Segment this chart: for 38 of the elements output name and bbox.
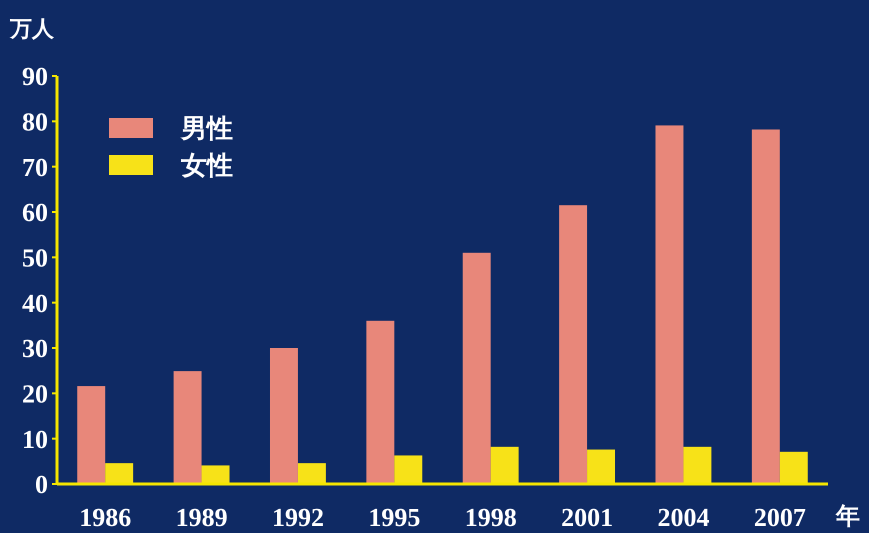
- x-axis-title: 年: [835, 502, 860, 530]
- legend-label: 女性: [180, 151, 233, 182]
- bar: [780, 452, 808, 484]
- bar: [77, 386, 106, 484]
- bar: [105, 463, 134, 484]
- bar: [366, 320, 394, 484]
- bar: [559, 205, 588, 484]
- y-tick-label: 50: [22, 243, 48, 272]
- y-tick-label: 90: [22, 62, 48, 92]
- bar: [394, 455, 422, 484]
- bar: [752, 129, 780, 484]
- bar: [298, 463, 326, 484]
- x-tick-label: 1992: [272, 503, 324, 532]
- y-tick-label: 40: [22, 288, 48, 318]
- bar: [655, 125, 684, 484]
- y-axis-title: 万人: [9, 17, 55, 42]
- legend-label: 男性: [180, 114, 233, 144]
- y-tick-label: 20: [22, 379, 48, 408]
- bar: [174, 371, 202, 484]
- x-tick-label: 1995: [368, 503, 420, 532]
- y-tick-label: 10: [22, 424, 48, 454]
- y-tick-label: 80: [22, 107, 48, 136]
- x-tick-label: 1986: [79, 503, 132, 532]
- x-tick-label: 1998: [464, 503, 517, 532]
- x-tick-label: 2004: [657, 503, 710, 532]
- bar: [683, 446, 712, 484]
- x-tick-label: 1989: [176, 503, 228, 532]
- y-tick-label: 70: [22, 152, 48, 182]
- y-tick-label: 30: [22, 334, 48, 364]
- x-tick-label: 2001: [561, 503, 614, 532]
- bar: [490, 446, 519, 484]
- bar: [270, 348, 298, 484]
- bar: [587, 450, 616, 484]
- bar: [462, 252, 491, 484]
- y-tick-label: 0: [35, 470, 48, 500]
- x-tick-label: 2007: [754, 503, 806, 532]
- y-tick-label: 60: [22, 198, 48, 228]
- bar: [202, 465, 230, 484]
